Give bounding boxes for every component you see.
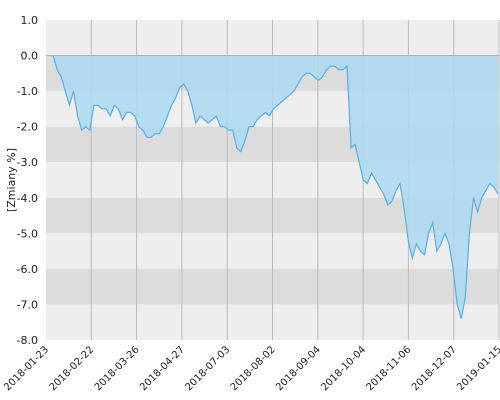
y-tick-label: -6.0: [17, 263, 38, 276]
y-tick-label: -4.0: [17, 192, 38, 205]
y-axis-label: [Zmiany %]: [5, 148, 18, 212]
x-tick-label: 2018-11-06: [365, 344, 414, 393]
y-tick-label: 1.0: [21, 14, 39, 27]
series-line: [49, 55, 499, 319]
y-tick-label: -7.0: [17, 298, 38, 311]
y-tick-label: -3.0: [17, 156, 38, 169]
x-tick-label: 2018-02-22: [48, 344, 97, 393]
x-tick-label: 2019-01-15: [455, 344, 500, 393]
y-tick-label: -8.0: [17, 334, 38, 347]
x-tick-label: 2018-07-03: [183, 344, 232, 393]
y-tick-label: -2.0: [17, 121, 38, 134]
x-tick-label: 2018-10-04: [319, 344, 368, 393]
x-tick-label: 2018-04-27: [138, 344, 187, 393]
x-axis-ticks: 2018-01-232018-02-222018-03-262018-04-27…: [2, 344, 500, 393]
x-tick-label: 2018-08-02: [229, 344, 278, 393]
series-area: [49, 55, 498, 319]
y-tick-label: 0.0: [21, 50, 39, 63]
y-axis-ticks: 1.0 0.0 -1.0 -2.0 -3.0 -4.0 -5.0 -6.0 -7.0 -8.0: [17, 14, 38, 347]
x-tick-label: 2018-09-04: [274, 344, 323, 393]
y-tick-label: -5.0: [17, 227, 38, 240]
x-tick-label: 2018-03-26: [93, 344, 142, 393]
y-tick-label: -1.0: [17, 85, 38, 98]
x-tick-label: 2018-12-07: [410, 344, 459, 393]
x-tick-label: 2018-01-23: [2, 344, 51, 393]
